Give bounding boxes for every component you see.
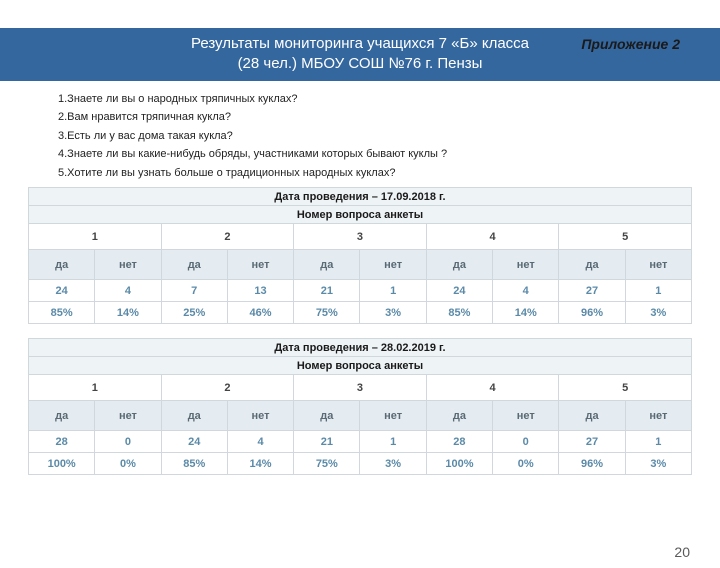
table1-date: Дата проведения – 17.09.2018 г. xyxy=(29,188,692,206)
title-line-2: (28 чел.) МБОУ СОШ №76 г. Пензы xyxy=(0,54,720,74)
t2-pct: 85% xyxy=(161,453,227,475)
survey-table-1: Дата проведения – 17.09.2018 г. Номер во… xyxy=(28,187,692,324)
t2-count: 28 xyxy=(426,431,492,453)
t2-pct: 3% xyxy=(360,453,426,475)
col-5: 5 xyxy=(559,375,692,401)
col-1: 1 xyxy=(29,224,162,250)
t1-count: 1 xyxy=(360,280,426,302)
t1-count: 21 xyxy=(294,280,360,302)
t1-count: 24 xyxy=(426,280,492,302)
table2-date: Дата проведения – 28.02.2019 г. xyxy=(29,339,692,357)
t1-count: 4 xyxy=(95,280,161,302)
table2-yesno: данет данет данет данет данет xyxy=(29,401,692,431)
t1-pct: 3% xyxy=(360,302,426,324)
t1-pct: 85% xyxy=(426,302,492,324)
t2-count: 28 xyxy=(29,431,95,453)
t2-pct: 3% xyxy=(625,453,691,475)
table2-percents: 100%0% 85%14% 75%3% 100%0% 96%3% xyxy=(29,453,692,475)
t1-pct: 3% xyxy=(625,302,691,324)
table1-counts: 244 713 211 244 271 xyxy=(29,280,692,302)
yes-5: да xyxy=(559,401,625,431)
no-5: нет xyxy=(625,250,691,280)
table-2-container: Дата проведения – 28.02.2019 г. Номер во… xyxy=(28,338,692,475)
col-4: 4 xyxy=(426,224,559,250)
question-1: 1.Знаете ли вы о народных тряпичных кукл… xyxy=(58,91,672,108)
table2-counts: 280 244 211 280 271 xyxy=(29,431,692,453)
col-3: 3 xyxy=(294,375,427,401)
no-4: нет xyxy=(493,250,559,280)
t1-pct: 25% xyxy=(161,302,227,324)
t2-count: 21 xyxy=(294,431,360,453)
t2-count: 4 xyxy=(227,431,293,453)
t2-pct: 100% xyxy=(426,453,492,475)
no-4: нет xyxy=(493,401,559,431)
t2-count: 1 xyxy=(625,431,691,453)
table2-row-header: Номер вопроса анкеты xyxy=(29,357,692,375)
table1-percents: 85%14% 25%46% 75%3% 85%14% 96%3% xyxy=(29,302,692,324)
no-1: нет xyxy=(95,250,161,280)
yes-1: да xyxy=(29,250,95,280)
page-number: 20 xyxy=(674,544,690,560)
t2-pct: 96% xyxy=(559,453,625,475)
no-2: нет xyxy=(227,250,293,280)
t2-pct: 0% xyxy=(95,453,161,475)
col-2: 2 xyxy=(161,224,294,250)
t2-count: 1 xyxy=(360,431,426,453)
t2-pct: 14% xyxy=(227,453,293,475)
t1-count: 24 xyxy=(29,280,95,302)
t1-count: 13 xyxy=(227,280,293,302)
t1-pct: 85% xyxy=(29,302,95,324)
no-5: нет xyxy=(625,401,691,431)
t1-count: 27 xyxy=(559,280,625,302)
t1-count: 7 xyxy=(161,280,227,302)
t1-pct: 14% xyxy=(493,302,559,324)
table1-colnums: 1 2 3 4 5 xyxy=(29,224,692,250)
table1-yesno: данет данет данет данет данет xyxy=(29,250,692,280)
yes-3: да xyxy=(294,250,360,280)
col-4: 4 xyxy=(426,375,559,401)
no-3: нет xyxy=(360,250,426,280)
no-1: нет xyxy=(95,401,161,431)
yes-5: да xyxy=(559,250,625,280)
survey-table-2: Дата проведения – 28.02.2019 г. Номер во… xyxy=(28,338,692,475)
t2-pct: 75% xyxy=(294,453,360,475)
question-list: 1.Знаете ли вы о народных тряпичных кукл… xyxy=(58,91,672,182)
question-5: 5.Хотите ли вы узнать больше о традицион… xyxy=(58,165,672,182)
yes-4: да xyxy=(426,401,492,431)
table2-colnums: 1 2 3 4 5 xyxy=(29,375,692,401)
yes-4: да xyxy=(426,250,492,280)
col-2: 2 xyxy=(161,375,294,401)
t2-pct: 0% xyxy=(493,453,559,475)
question-3: 3.Есть ли у вас дома такая кукла? xyxy=(58,128,672,145)
col-5: 5 xyxy=(559,224,692,250)
t2-count: 27 xyxy=(559,431,625,453)
no-3: нет xyxy=(360,401,426,431)
t1-pct: 46% xyxy=(227,302,293,324)
t1-count: 4 xyxy=(493,280,559,302)
question-4: 4.Знаете ли вы какие-нибудь обряды, учас… xyxy=(58,146,672,163)
col-3: 3 xyxy=(294,224,427,250)
t2-pct: 100% xyxy=(29,453,95,475)
yes-1: да xyxy=(29,401,95,431)
col-1: 1 xyxy=(29,375,162,401)
yes-2: да xyxy=(161,250,227,280)
table-1-container: Дата проведения – 17.09.2018 г. Номер во… xyxy=(28,187,692,324)
t2-count: 24 xyxy=(161,431,227,453)
question-2: 2.Вам нравится тряпичная кукла? xyxy=(58,109,672,126)
no-2: нет xyxy=(227,401,293,431)
t1-count: 1 xyxy=(625,280,691,302)
t1-pct: 96% xyxy=(559,302,625,324)
appendix-label: Приложение 2 xyxy=(581,36,680,52)
t1-pct: 75% xyxy=(294,302,360,324)
t1-pct: 14% xyxy=(95,302,161,324)
yes-2: да xyxy=(161,401,227,431)
yes-3: да xyxy=(294,401,360,431)
t2-count: 0 xyxy=(493,431,559,453)
table1-row-header: Номер вопроса анкеты xyxy=(29,206,692,224)
t2-count: 0 xyxy=(95,431,161,453)
